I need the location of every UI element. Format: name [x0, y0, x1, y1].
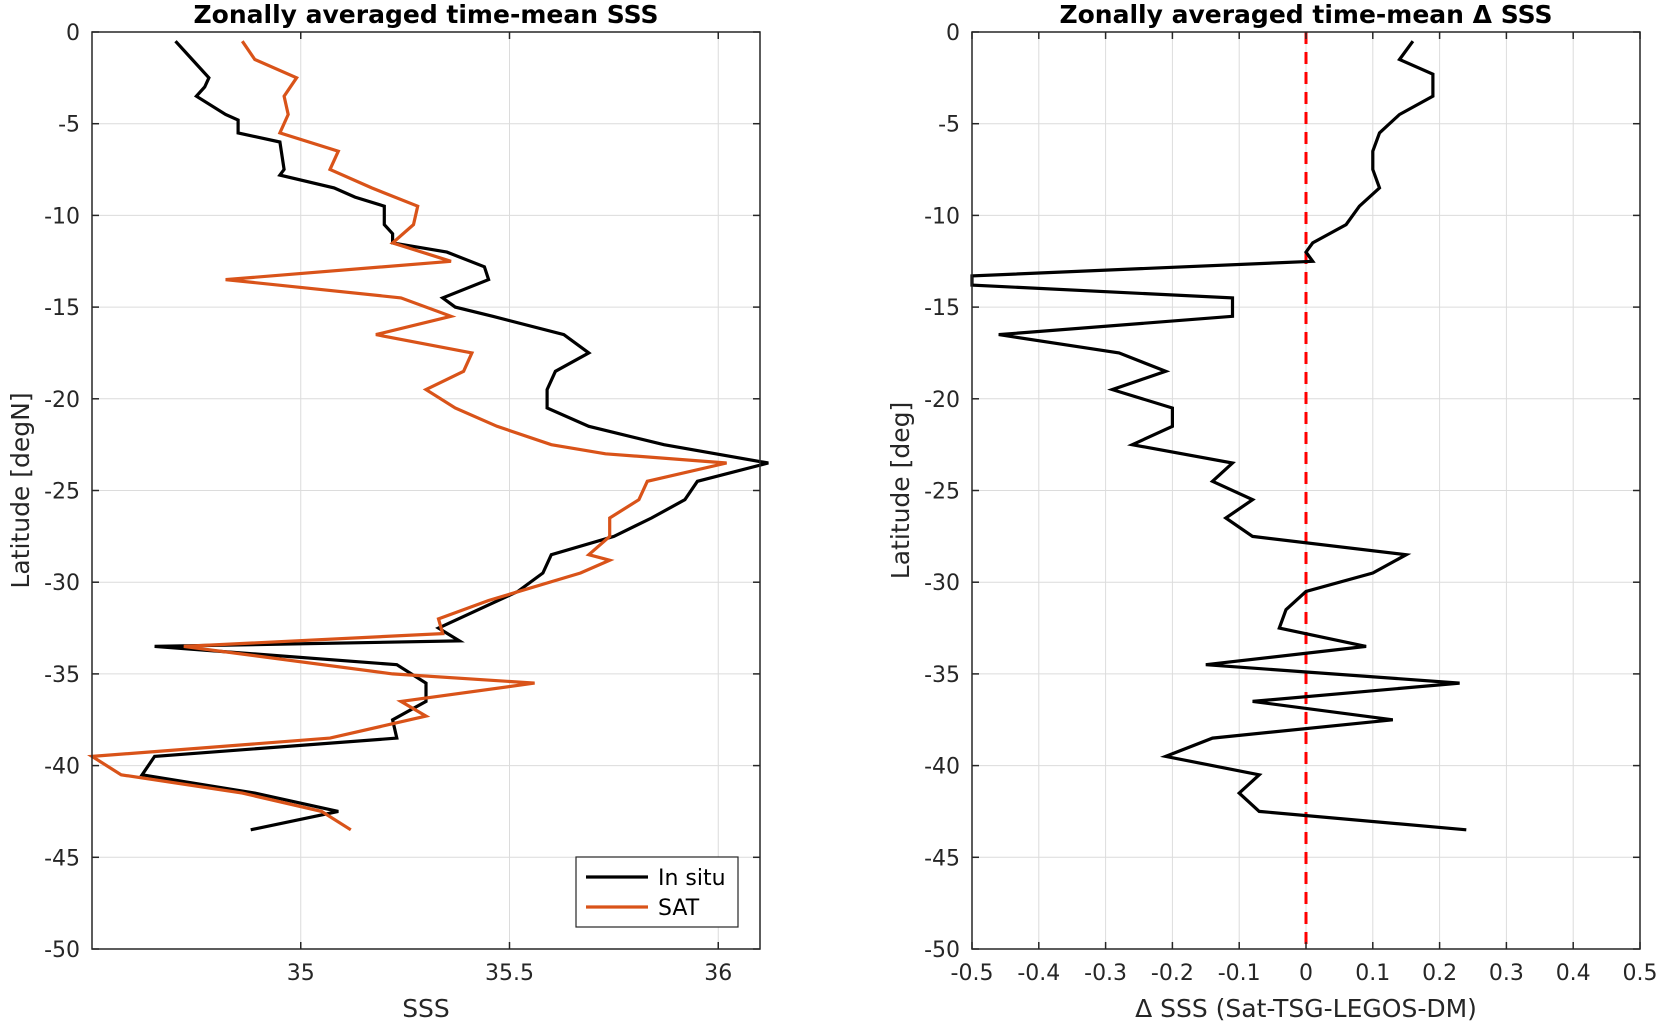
x-tick-label: 35.5 — [485, 961, 534, 986]
x-tick-label: 0.2 — [1422, 961, 1457, 986]
y-tick-label: -10 — [44, 204, 80, 229]
x-tick-label: -0.2 — [1151, 961, 1194, 986]
y-tick-label: 0 — [946, 21, 960, 46]
series-line-0 — [970, 40, 1467, 832]
x-tick-label: 0 — [1299, 961, 1313, 986]
x-tick-label: 0.1 — [1355, 961, 1390, 986]
y-tick-label: -40 — [924, 755, 960, 780]
y-tick-label: -10 — [924, 204, 960, 229]
chart-title: Zonally averaged time-mean SSS — [194, 0, 659, 29]
y-axis-label: Latitude [degN] — [6, 392, 35, 588]
y-tick-label: -5 — [938, 113, 960, 138]
y-tick-label: -40 — [44, 755, 80, 780]
x-tick-label: -0.3 — [1084, 961, 1127, 986]
x-tick-label: 35 — [287, 961, 315, 986]
y-tick-label: -15 — [924, 296, 960, 321]
series-line-in-situ — [139, 40, 769, 832]
y-tick-label: 0 — [66, 21, 80, 46]
legend: In situ SAT — [575, 856, 739, 928]
legend-box — [575, 856, 739, 928]
y-tick-label: -35 — [924, 663, 960, 688]
y-tick-label: -25 — [924, 480, 960, 505]
x-tick-label: 0.4 — [1556, 961, 1591, 986]
x-tick-label: -0.1 — [1218, 961, 1261, 986]
y-tick-label: -45 — [44, 846, 80, 871]
x-tick-label: 36 — [704, 961, 732, 986]
y-tick-label: -45 — [924, 846, 960, 871]
x-axis-label: SSS — [402, 994, 450, 1023]
y-tick-label: -50 — [44, 938, 80, 963]
y-tick-label: -50 — [924, 938, 960, 963]
legend-entry: SAT — [658, 896, 700, 921]
x-tick-label: -0.4 — [1017, 961, 1060, 986]
y-tick-label: -25 — [44, 480, 80, 505]
x-tick-label: -0.5 — [951, 961, 994, 986]
y-tick-label: -30 — [924, 571, 960, 596]
x-tick-label: 0.5 — [1623, 961, 1658, 986]
sss-panel: 35 35.5 36 0 -5 -10 -15 -20 -25 -30 -35 -40 -45 -50 Zo… — [6, 0, 769, 1023]
y-tick-label: -15 — [44, 296, 80, 321]
legend-entry: In situ — [658, 866, 726, 891]
y-tick-label: -30 — [44, 571, 80, 596]
series-line-sat — [87, 40, 727, 832]
y-tick-label: -20 — [44, 388, 80, 413]
chart-title: Zonally averaged time-mean Δ SSS — [1060, 0, 1553, 29]
y-tick-label: -20 — [924, 388, 960, 413]
x-axis-label: Δ SSS (Sat-TSG-LEGOS-DM) — [1135, 994, 1477, 1023]
delta-sss-panel: -0.5 -0.4 -0.3 -0.2 -0.1 0 0.1 0.2 0.3 0.4 0.5 0 -5 -… — [886, 0, 1658, 1023]
x-tick-label: 0.3 — [1489, 961, 1524, 986]
y-tick-label: -5 — [58, 113, 80, 138]
y-axis-label: Latitude [deg] — [886, 402, 915, 579]
y-tick-label: -35 — [44, 663, 80, 688]
